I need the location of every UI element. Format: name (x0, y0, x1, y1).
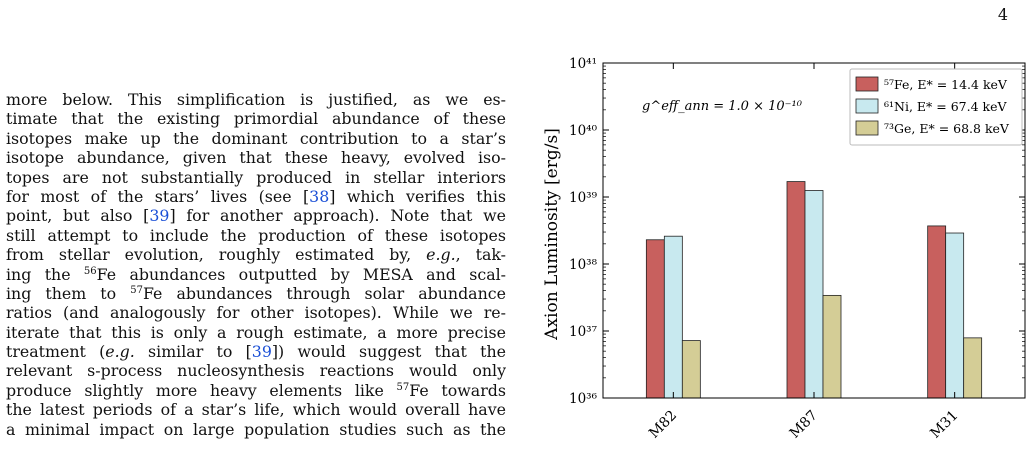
x-tick-label: M82 (646, 408, 680, 442)
text-line: produce slightly more heavy elements lik… (6, 381, 506, 400)
text-line: topes are not substantially produced in … (6, 168, 506, 187)
text-run: still attempt to include the production … (6, 225, 506, 245)
bar (927, 225, 947, 399)
chart-svg: Axion Luminosity [erg/s] M82 M87 M31 10³⁶ 10… (542, 56, 1026, 442)
text-line: from stellar evolution, roughly estimate… (6, 245, 506, 264)
text-run: ] which verifies this (329, 186, 506, 206)
text-run: a minimal impact on large population stu… (6, 419, 506, 439)
legend-label: ⁵⁷Fe, E* = 14.4 keV (884, 77, 1008, 92)
text-run: from stellar evolution, roughly estimate… (6, 245, 427, 265)
bar (786, 181, 806, 399)
text-line: ing them to 57Fe abundances through sola… (6, 284, 506, 303)
legend-swatch (855, 76, 879, 92)
text-run: iterate that this is only a rough estima… (6, 322, 506, 342)
body-text: more below. This simplification is justi… (6, 90, 506, 439)
text-run: timate that the existing primordial abun… (6, 109, 506, 129)
text-run: ]) would suggest that the (271, 342, 506, 362)
emphasis-text: e.g. (426, 245, 456, 265)
text-run: ing the (6, 264, 84, 284)
x-tick-label: M31 (927, 408, 961, 442)
y-tick-label: 10⁴⁰ (569, 123, 598, 139)
text-run: relevant s-process nucleosynthesis react… (6, 361, 506, 381)
y-tick-label: 10³⁹ (569, 190, 598, 206)
text-line: relevant s-process nucleosynthesis react… (6, 361, 506, 380)
text-run: produce slightly more heavy elements lik… (6, 380, 397, 400)
bar (681, 340, 701, 399)
text-line: iterate that this is only a rough estima… (6, 323, 506, 342)
legend-swatch (855, 98, 879, 114)
text-run: isotope abundance, given that these heav… (6, 148, 506, 168)
bar (945, 232, 965, 399)
bar (963, 337, 983, 399)
text-line: isotopes make up the dominant contributi… (6, 129, 506, 148)
plot-frame (602, 62, 1026, 399)
text-line: ing the 56Fe abundances outputted by MES… (6, 265, 506, 284)
text-line: for most of the stars’ lives (see [38] w… (6, 187, 506, 206)
text-line: timate that the existing primordial abun… (6, 109, 506, 128)
text-line: point, but also [39] for another approac… (6, 206, 506, 225)
y-tick-label: 10³⁸ (569, 257, 598, 273)
isotope-mass-number: 57 (130, 284, 143, 296)
y-tick-label: 10³⁶ (569, 391, 598, 407)
bar (804, 190, 824, 399)
emphasis-text: e.g. (105, 342, 135, 362)
bar (822, 294, 842, 399)
text-run: ] for another approach). Note that we (169, 206, 506, 226)
y-axis-label: Axion Luminosity [erg/s] (542, 128, 562, 341)
citation-link[interactable]: 38 (309, 186, 330, 206)
text-run: the latest periods of a star’s life, whi… (6, 400, 506, 420)
text-run: ratios (and analogously for other isotop… (6, 303, 506, 323)
text-line: still attempt to include the production … (6, 226, 506, 245)
y-tick-label: 10⁴¹ (569, 56, 597, 72)
legend-label: ⁷³Ge, E* = 68.8 keV (884, 121, 1010, 136)
text-line: ratios (and analogously for other isotop… (6, 303, 506, 322)
text-run: for most of the stars’ lives (see [ (6, 186, 310, 206)
citation-link[interactable]: 39 (251, 342, 272, 362)
text-line: treatment (e.g. similar to [39]) would s… (6, 342, 506, 361)
x-tick-label: M87 (787, 408, 821, 442)
page-number: 4 (997, 5, 1008, 24)
isotope-mass-number: 56 (83, 265, 97, 277)
legend-box (849, 68, 1023, 146)
text-line: a minimal impact on large population stu… (6, 420, 506, 439)
text-line: the latest periods of a star’s life, whi… (6, 400, 506, 419)
isotope-mass-number: 57 (396, 381, 410, 393)
bar (663, 235, 683, 399)
text-run: similar to [ (134, 342, 252, 362)
text-line: isotope abundance, given that these heav… (6, 148, 506, 167)
text-run: Fe towards (409, 380, 506, 400)
luminosity-chart: Axion Luminosity [erg/s] M82 M87 M31 10³⁶ 10… (520, 38, 1032, 471)
legend-swatch (855, 120, 879, 136)
citation-link[interactable]: 39 (149, 206, 170, 226)
text-run: point, but also [ (6, 206, 150, 226)
text-run: Fe abundances through solar abundance (142, 283, 506, 303)
legend-label: ⁶¹Ni, E* = 67.4 keV (884, 99, 1007, 114)
text-run: treatment ( (6, 342, 106, 362)
text-run: Fe abundances outputted by MESA and scal… (96, 264, 506, 284)
text-line: more below. This simplification is justi… (6, 90, 506, 109)
coupling-annotation: g^eff_ann = 1.0 × 10⁻¹⁰ (642, 99, 803, 114)
text-run: ing them to (6, 283, 131, 303)
text-run: isotopes make up the dominant contributi… (6, 128, 506, 148)
text-run: topes are not substantially produced in … (6, 167, 506, 187)
text-run: , tak- (455, 245, 506, 265)
bar (645, 239, 665, 399)
text-run: more below. This simplification is justi… (6, 90, 506, 109)
y-tick-label: 10³⁷ (569, 324, 598, 340)
